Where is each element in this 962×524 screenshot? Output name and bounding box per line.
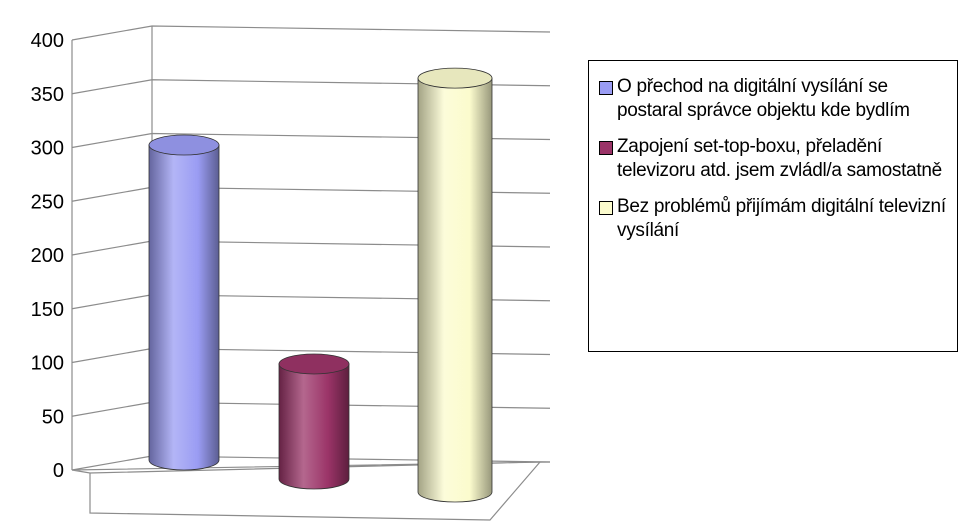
gridline bbox=[71, 25, 551, 41]
legend-label-1: Zapojení set-top-boxu, přeladění televiz… bbox=[617, 136, 942, 181]
bar-top bbox=[417, 67, 493, 89]
legend-swatch-2 bbox=[599, 201, 613, 215]
y-tick-label: 400 bbox=[31, 30, 64, 52]
bar-body bbox=[148, 144, 220, 471]
bar-2 bbox=[417, 67, 493, 503]
legend-item: Zapojení set-top-boxu, přeladění televiz… bbox=[599, 135, 949, 183]
floor-front-edge bbox=[89, 461, 541, 521]
legend-item: Bez problémů přijímám digitální televizn… bbox=[599, 195, 949, 243]
y-tick-label: 200 bbox=[31, 245, 64, 267]
legend-swatch-0 bbox=[599, 81, 613, 95]
legend-label-0: O přechod na digitální vysílání se posta… bbox=[617, 76, 910, 121]
y-tick-label: 150 bbox=[31, 299, 64, 321]
bars-layer bbox=[148, 67, 493, 503]
bar-0 bbox=[148, 134, 220, 471]
legend-label-2: Bez problémů přijímám digitální televizn… bbox=[617, 196, 946, 241]
legend-swatch-1 bbox=[599, 141, 613, 155]
y-tick-label: 0 bbox=[53, 460, 64, 482]
bar-top bbox=[278, 353, 350, 375]
legend-item: O přechod na digitální vysílání se posta… bbox=[599, 75, 949, 123]
y-tick-label: 100 bbox=[31, 353, 64, 375]
bar-body bbox=[278, 363, 350, 490]
y-tick-label: 350 bbox=[31, 84, 64, 106]
bar-top bbox=[148, 134, 220, 156]
legend: O přechod na digitální vysílání se posta… bbox=[588, 60, 958, 352]
bar-1 bbox=[278, 353, 350, 490]
bar-body bbox=[417, 77, 493, 503]
y-tick-label: 300 bbox=[31, 138, 64, 160]
y-tick-label: 250 bbox=[31, 191, 64, 213]
y-tick-label: 50 bbox=[42, 406, 64, 428]
